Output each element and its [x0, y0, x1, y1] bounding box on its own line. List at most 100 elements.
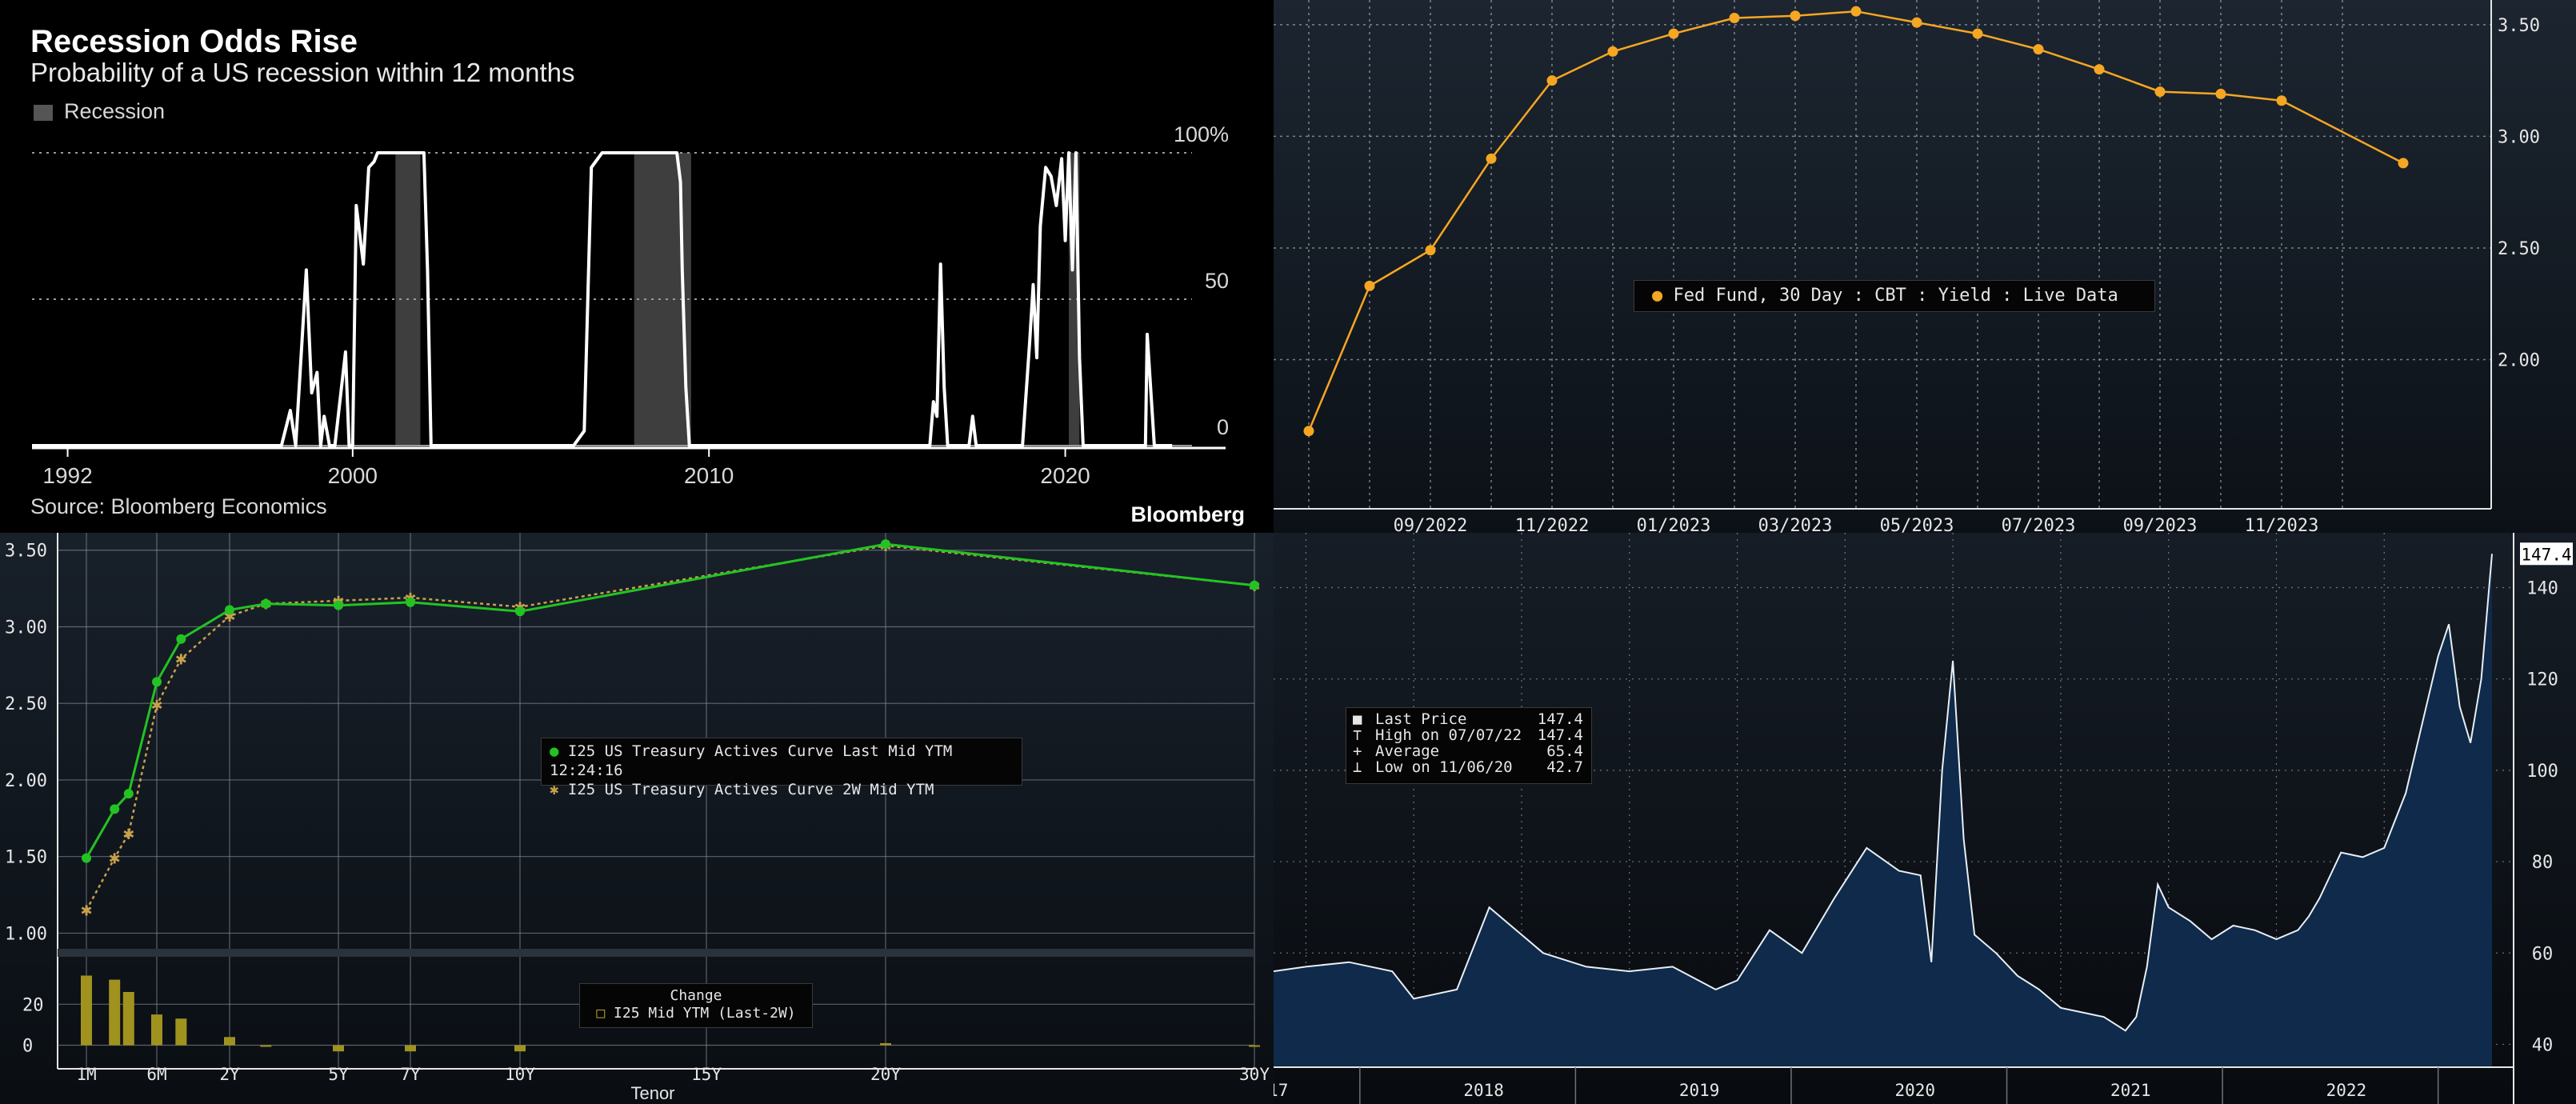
- fed-funds-point: [1790, 10, 1801, 22]
- curve-last-point: [334, 600, 343, 610]
- price-legend-row: + Average 65.4: [1346, 743, 1591, 759]
- x-tick-label: 2010: [684, 463, 734, 488]
- fed-funds-point: [1364, 280, 1375, 291]
- x-tick-label: 10Y: [505, 1065, 535, 1084]
- x-tick-label: 07/2023: [2002, 516, 2076, 533]
- treasury-curve-panel: 1.00 1.50 2.00 2.50 3.00 3.50 1M 6M 2Y 5Y 7Y 10Y 15Y…: [0, 533, 1274, 1104]
- change-legend: Change □ I25 Mid YTM (Last-2W): [579, 983, 813, 1028]
- fed-funds-point: [1850, 6, 1862, 17]
- recession-odds-panel: Recession Odds Rise Probability of a US …: [0, 0, 1274, 533]
- price-legend-value: 147.4: [1537, 726, 1583, 744]
- y-tick-label: 60: [2532, 944, 2554, 964]
- fed-funds-point: [1303, 426, 1314, 437]
- fed-funds-point: [2033, 44, 2044, 55]
- treasury-legend-last-label: I25 US Treasury Actives Curve Last Mid Y…: [550, 742, 953, 779]
- bloomberg-logo: Bloomberg: [1130, 502, 1245, 526]
- fed-funds-point: [2154, 86, 2166, 98]
- curve-last-point: [225, 605, 234, 615]
- x-tick-label: 03/2023: [1758, 516, 1833, 533]
- fed-funds-point: [1668, 28, 1679, 39]
- x-tick-label: 7Y: [400, 1065, 421, 1084]
- x-tick-label: 20Y: [870, 1065, 901, 1084]
- change-bar: [880, 1042, 891, 1046]
- y-tick-label: 2.50: [5, 694, 47, 714]
- x-tick-label: 05/2023: [1880, 516, 1954, 533]
- curve-last-point: [881, 539, 890, 550]
- x-tick-label: 2000: [328, 463, 378, 488]
- x-tick-label: 2021: [2110, 1081, 2151, 1100]
- recession-chart-subtitle: Probability of a US recession within 12 …: [30, 58, 575, 87]
- fed-funds-legend-label: Fed Fund, 30 Day : CBT : Yield : Live Da…: [1673, 286, 2118, 306]
- last-value-label: 147.4: [2521, 545, 2571, 564]
- x-tick-label: 2020: [1040, 463, 1090, 488]
- pane-divider: [58, 949, 1254, 957]
- recession-legend-label: Recession: [64, 99, 166, 123]
- recession-probability-line: [32, 151, 1173, 447]
- fed-funds-point: [2094, 64, 2105, 75]
- x-tick-label: 30Y: [1239, 1065, 1270, 1084]
- price-legend-row: ■ Last Price 147.4: [1346, 711, 1591, 727]
- recession-odds-chart: 0 50 100% 1992 2000 2010 2020: [32, 122, 1229, 488]
- curve-last-point: [261, 598, 271, 609]
- fed-funds-point: [2215, 88, 2226, 99]
- fed-funds-legend: ● Fed Fund, 30 Day : CBT : Yield : Live …: [1634, 280, 2155, 312]
- x-tick-label: 2Y: [219, 1065, 240, 1084]
- x-tick-label: 1992: [42, 463, 92, 488]
- x-axis-title: Tenor: [630, 1083, 674, 1103]
- change-bar: [224, 1037, 235, 1046]
- curve-last-point: [515, 606, 525, 617]
- price-history-chart: 40 60 80 100 120 140 2017 2018 2019 2020 2021 2022 1…: [1274, 533, 2573, 1104]
- x-tick-label: 09/2022: [1394, 516, 1468, 533]
- last-value-box: [2520, 542, 2573, 566]
- treasury-legend-last: ● I25 US Treasury Actives Curve Last Mid…: [550, 742, 953, 779]
- x-tick-label: 2022: [2326, 1081, 2367, 1100]
- price-legend-label: Average: [1375, 742, 1440, 760]
- change-legend-label: I25 Mid YTM (Last-2W): [614, 1005, 796, 1022]
- price-legend-label: Low on 11/06/20: [1375, 758, 1513, 776]
- change-tick-label: 20: [22, 995, 44, 1015]
- change-bar: [175, 1018, 187, 1046]
- fed-funds-point: [1486, 153, 1497, 164]
- price-legend-label: High on 07/07/22: [1375, 726, 1522, 744]
- fed-funds-legend-marker: ●: [1652, 286, 1663, 306]
- curve-last-line: [85, 542, 1255, 859]
- change-bar: [514, 1045, 526, 1052]
- y-tick-label: 140: [2526, 579, 2558, 599]
- price-legend-label: Last Price: [1375, 710, 1467, 728]
- treasury-legend-2w-label: I25 US Treasury Actives Curve 2W Mid YTM: [567, 781, 934, 798]
- y-tick-label: 2.50: [2498, 239, 2540, 259]
- curve-2w-line: [85, 544, 1255, 911]
- curve-last-point: [123, 789, 134, 799]
- y-tick-label: 3.50: [2498, 16, 2540, 36]
- price-line: [1274, 554, 2493, 1032]
- treasury-curve-chart: 1.00 1.50 2.00 2.50 3.00 3.50 1M 6M 2Y 5Y 7Y 10Y 15Y…: [5, 533, 1270, 1103]
- curve-2w-point: ✱: [80, 903, 92, 920]
- curve-2w-point: ✱: [150, 698, 162, 714]
- price-legend-row: ⊥ Low on 11/06/20 42.7: [1346, 759, 1591, 775]
- curve-last-point: [82, 853, 91, 863]
- y-tick-label: 80: [2532, 853, 2554, 873]
- change-legend-row: □ I25 Mid YTM (Last-2W): [596, 1005, 796, 1022]
- fed-funds-point: [2276, 95, 2287, 106]
- price-legend-value: 42.7: [1546, 758, 1583, 776]
- change-bar: [122, 991, 134, 1046]
- x-tick-label: 11/2022: [1515, 516, 1590, 533]
- price-history-panel: 40 60 80 100 120 140 2017 2018 2019 2020 2021 2022 1…: [1274, 533, 2576, 1104]
- fed-funds-panel: 2.00 2.50 3.00 3.50 09/2022 11/2022 01/2023 03/…: [1274, 0, 2576, 533]
- fed-funds-chart: 2.00 2.50 3.00 3.50 09/2022 11/2022 01/2023 03/…: [1274, 0, 2540, 533]
- y-tick-label: 120: [2526, 670, 2558, 690]
- fed-funds-point: [1546, 75, 1558, 86]
- fed-funds-point: [1972, 28, 1983, 39]
- x-tick-label: 5Y: [328, 1065, 349, 1084]
- curve-2w-point: ✱: [175, 652, 187, 669]
- y-tick-label: 3.00: [5, 618, 47, 638]
- fed-funds-line: [1307, 10, 2404, 432]
- price-legend-marker: +: [1353, 742, 1362, 760]
- treasury-legend: ● I25 US Treasury Actives Curve Last Mid…: [541, 738, 1022, 798]
- y-tick-label: 3.00: [2498, 127, 2540, 147]
- y-tick-label: 0: [1217, 415, 1229, 439]
- treasury-legend-2w: ✱ I25 US Treasury Actives Curve 2W Mid Y…: [550, 781, 934, 798]
- recession-source: Source: Bloomberg Economics: [30, 494, 327, 518]
- change-tick-label: 0: [22, 1037, 33, 1057]
- x-tick-label: 2018: [1463, 1081, 1504, 1100]
